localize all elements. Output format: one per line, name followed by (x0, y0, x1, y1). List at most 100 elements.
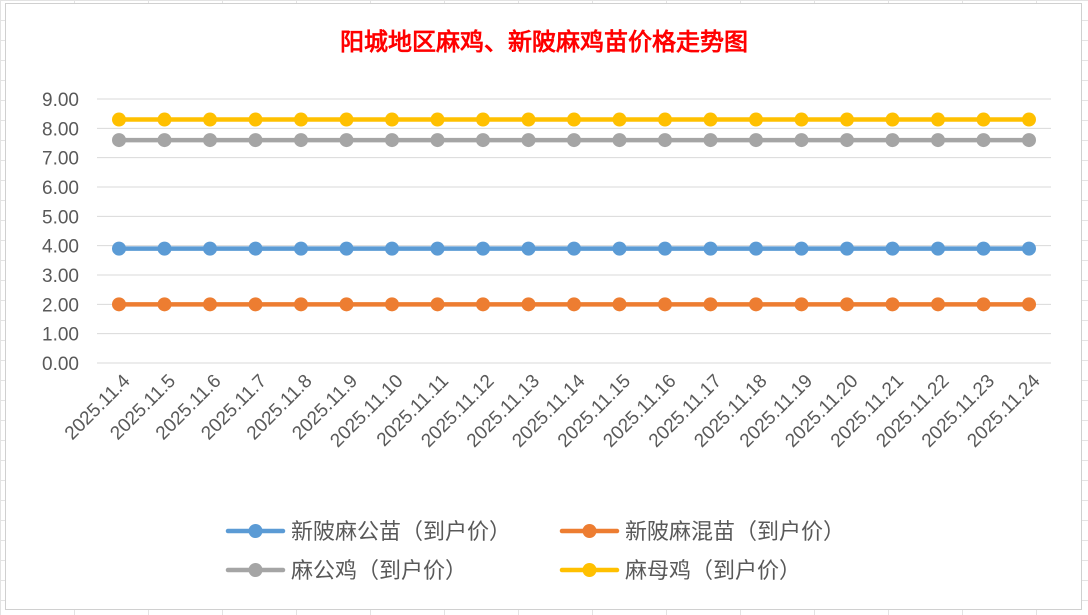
y-tick-label: 9.00 (42, 90, 79, 111)
data-point (794, 133, 809, 148)
data-point (840, 297, 854, 312)
data-point (658, 133, 672, 148)
data-point (157, 133, 172, 148)
data-point (794, 112, 809, 127)
data-point (658, 241, 672, 256)
y-tick-label: 2.00 (42, 295, 79, 316)
data-point (112, 241, 126, 256)
data-point (840, 112, 854, 127)
line-chart: 阳城地区麻鸡、新陂麻鸡苗价格走势图 0.00 1.00 2.00 3.00 4.00 5.0… (42, 27, 1051, 584)
data-point (749, 133, 763, 148)
data-point (1022, 241, 1036, 256)
data-point (931, 297, 945, 312)
data-point (840, 241, 854, 256)
y-tick-label: 1.00 (42, 325, 79, 346)
data-point (976, 241, 991, 256)
data-point (203, 112, 217, 127)
chart-title: 阳城地区麻鸡、新陂麻鸡苗价格走势图 (340, 27, 748, 56)
data-point (612, 112, 627, 127)
y-tick-label: 4.00 (42, 237, 79, 258)
legend-swatch-marker (582, 524, 597, 538)
data-point (885, 133, 900, 148)
data-point (794, 241, 809, 256)
data-point (885, 241, 900, 256)
data-point (248, 241, 263, 256)
data-point (521, 133, 536, 148)
data-point (430, 297, 445, 312)
data-point (339, 297, 354, 312)
data-point (567, 133, 581, 148)
data-point (339, 241, 354, 256)
legend-label: 新陂麻混苗（到户价） (625, 520, 845, 545)
data-point (476, 112, 490, 127)
data-point (248, 133, 263, 148)
legend-swatch-marker (248, 563, 263, 577)
data-point (248, 297, 263, 312)
data-point (203, 241, 217, 256)
data-point (294, 297, 308, 312)
data-point (112, 112, 126, 127)
data-point (567, 112, 581, 127)
legend-label: 麻母鸡（到户价） (625, 559, 801, 584)
data-point (203, 133, 217, 148)
y-tick-label: 8.00 (42, 119, 79, 140)
data-point (339, 112, 354, 127)
data-point (157, 241, 172, 256)
data-point (430, 133, 445, 148)
y-tick-label: 3.00 (42, 266, 79, 287)
data-point (112, 133, 126, 148)
chart-area[interactable]: 阳城地区麻鸡、新陂麻鸡苗价格走势图 0.00 1.00 2.00 3.00 4.00 5.0… (5, 3, 1082, 610)
data-point (521, 241, 536, 256)
data-point (521, 112, 536, 127)
y-tick-label: 6.00 (42, 178, 79, 199)
data-point (430, 241, 445, 256)
data-point (703, 241, 718, 256)
data-point (294, 133, 308, 148)
data-point (794, 297, 809, 312)
legend-swatch-marker (248, 524, 263, 538)
data-point (521, 297, 536, 312)
data-point (385, 133, 399, 148)
data-point (840, 133, 854, 148)
data-point (385, 112, 399, 127)
data-point (1022, 297, 1036, 312)
data-point (612, 297, 627, 312)
data-point (385, 297, 399, 312)
data-point (476, 133, 490, 148)
data-point (1022, 133, 1036, 148)
data-point (294, 112, 308, 127)
data-point (248, 112, 263, 127)
data-point (703, 112, 718, 127)
legend-label: 麻公鸡（到户价） (291, 559, 467, 584)
data-point (157, 112, 172, 127)
data-point (567, 297, 581, 312)
data-point (1022, 112, 1036, 127)
data-point (294, 241, 308, 256)
data-point (976, 133, 991, 148)
data-point (203, 297, 217, 312)
data-point (976, 112, 991, 127)
data-point (339, 133, 354, 148)
data-point (567, 241, 581, 256)
data-point (612, 133, 627, 148)
data-point (476, 241, 490, 256)
data-point (749, 241, 763, 256)
data-point (112, 297, 126, 312)
y-tick-label: 5.00 (42, 207, 79, 228)
y-tick-label: 0.00 (42, 354, 79, 375)
data-point (430, 112, 445, 127)
y-tick-label: 7.00 (42, 149, 79, 170)
data-point (885, 112, 900, 127)
data-point (976, 297, 991, 312)
data-point (612, 241, 627, 256)
legend-swatch-marker (582, 563, 597, 577)
data-point (931, 241, 945, 256)
data-point (749, 297, 763, 312)
legend-label: 新陂麻公苗（到户价） (291, 520, 511, 545)
data-point (476, 297, 490, 312)
data-point (658, 112, 672, 127)
data-point (885, 297, 900, 312)
data-point (385, 241, 399, 256)
data-point (931, 112, 945, 127)
